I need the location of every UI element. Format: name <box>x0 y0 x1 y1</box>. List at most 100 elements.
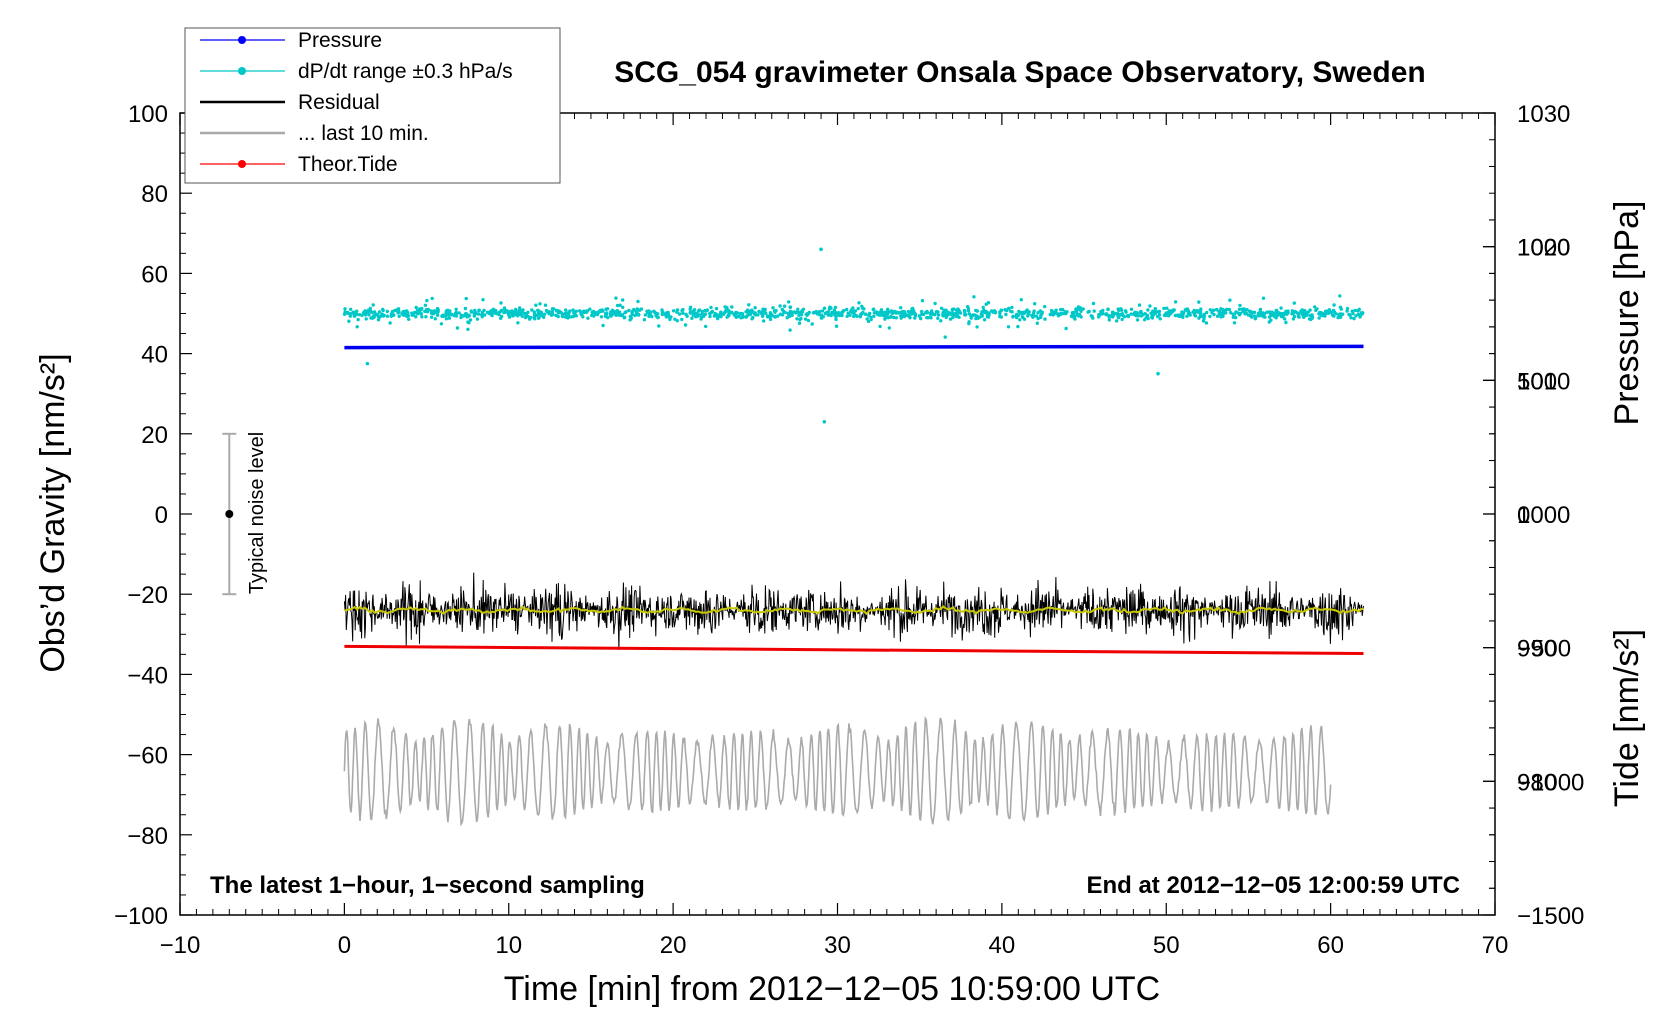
dpdt-point <box>550 307 555 311</box>
dpdt-point <box>609 313 614 318</box>
legend: Pressure dP/dt range ±0.3 hPa/s Residual..… <box>184 27 561 184</box>
dpdt-point <box>1043 317 1047 321</box>
dpdt-point <box>648 310 653 314</box>
dpdt-point <box>388 321 392 325</box>
dpdt-point <box>797 313 801 317</box>
dpdt-point <box>1026 314 1030 318</box>
dpdt-point <box>986 301 991 305</box>
dpdt-point <box>605 307 610 311</box>
dpdt-point <box>635 312 639 317</box>
dpdt-point <box>396 311 400 315</box>
dpdt-point <box>929 312 934 316</box>
dpdt-point <box>792 310 796 314</box>
dpdt-point <box>1151 309 1155 313</box>
dpdt-point <box>913 316 917 320</box>
dpdt-point <box>1221 310 1226 314</box>
dpdt-point <box>1018 318 1022 322</box>
dpdt-point <box>712 314 717 318</box>
dpdt-point <box>926 316 930 320</box>
dpdt-point <box>726 313 731 317</box>
dpdt-point <box>560 312 565 316</box>
dpdt-point <box>480 313 484 317</box>
dpdt-point <box>990 309 994 313</box>
pressure-tick-label: 1000 <box>1517 502 1570 529</box>
dpdt-point <box>628 314 632 319</box>
dpdt-point <box>899 306 903 310</box>
dpdt-point <box>468 318 473 322</box>
dpdt-point <box>1151 313 1156 317</box>
dpdt-point <box>581 315 585 319</box>
dpdt-point <box>1297 315 1301 319</box>
dpdt-point <box>620 313 624 317</box>
legend-swatch-marker <box>238 36 246 44</box>
dpdt-point <box>948 317 953 321</box>
dpdt-point <box>1246 313 1250 317</box>
dpdt-point <box>920 299 925 303</box>
dpdt-point <box>1338 294 1342 298</box>
dpdt-point <box>683 323 688 327</box>
dpdt-point <box>1332 303 1336 307</box>
dpdt-point <box>1016 313 1021 317</box>
dpdt-point <box>1205 310 1209 315</box>
dpdt-point <box>750 309 755 314</box>
dpdt-point <box>615 303 620 308</box>
dpdt-point <box>656 315 660 320</box>
tide-tick-label: −500 <box>1517 636 1571 663</box>
dpdt-point <box>1251 310 1256 315</box>
dpdt-point <box>1009 309 1013 313</box>
dpdt-point <box>446 308 450 312</box>
dpdt-point <box>1165 306 1169 310</box>
dpdt-point <box>520 314 524 318</box>
dpdt-point <box>865 317 869 321</box>
dpdt-point <box>490 313 494 318</box>
dpdt-point <box>516 311 520 315</box>
dpdt-point <box>556 314 560 319</box>
dpdt-point <box>1279 313 1283 317</box>
dpdt-point <box>851 306 855 310</box>
dpdt-point <box>943 335 947 339</box>
dpdt-point <box>390 309 395 314</box>
pressure-line <box>344 344 1364 350</box>
dpdt-point <box>343 307 347 311</box>
dpdt-point <box>1261 296 1266 300</box>
dpdt-point <box>680 317 684 322</box>
dpdt-point <box>993 310 998 314</box>
dpdt-point <box>669 315 673 319</box>
dpdt-point <box>757 309 761 314</box>
dpdt-point <box>1339 307 1344 311</box>
dpdt-point <box>1112 311 1117 315</box>
dpdt-point <box>1347 312 1351 317</box>
dpdt-point <box>1157 313 1162 317</box>
dpdt-point <box>420 315 424 319</box>
dpdt-point <box>980 312 984 317</box>
dpdt-point <box>507 313 511 317</box>
dpdt-point <box>818 309 822 314</box>
pressure-tick-label: 1030 <box>1517 101 1570 128</box>
dpdt-point <box>1253 317 1258 321</box>
dpdt-point <box>902 310 907 314</box>
dpdt-point <box>1186 308 1190 312</box>
dpdt-point <box>987 312 991 316</box>
dpdt-point <box>840 313 844 318</box>
dpdt-point <box>810 322 814 326</box>
dpdt-point <box>934 310 939 314</box>
dpdt-point <box>380 307 385 312</box>
dpdt-point <box>392 313 396 317</box>
dpdt-point <box>1360 312 1365 316</box>
dpdt-point <box>1309 317 1313 322</box>
dpdt-point <box>842 309 846 313</box>
dpdt-point <box>430 296 434 301</box>
dpdt-point <box>1193 314 1198 318</box>
dpdt-point <box>483 313 487 317</box>
dpdt-point <box>1032 311 1036 315</box>
dpdt-point <box>601 323 605 328</box>
pressure-tick-label: 980 <box>1517 769 1557 796</box>
dpdt-point <box>1158 317 1162 321</box>
dpdt-point <box>714 306 719 311</box>
dpdt-point <box>1245 308 1249 312</box>
dpdt-point <box>1122 315 1127 319</box>
y-tick-label-left: 20 <box>141 422 168 449</box>
dpdt-point <box>380 312 384 316</box>
dpdt-point <box>1136 314 1141 318</box>
dpdt-point <box>1073 317 1077 321</box>
